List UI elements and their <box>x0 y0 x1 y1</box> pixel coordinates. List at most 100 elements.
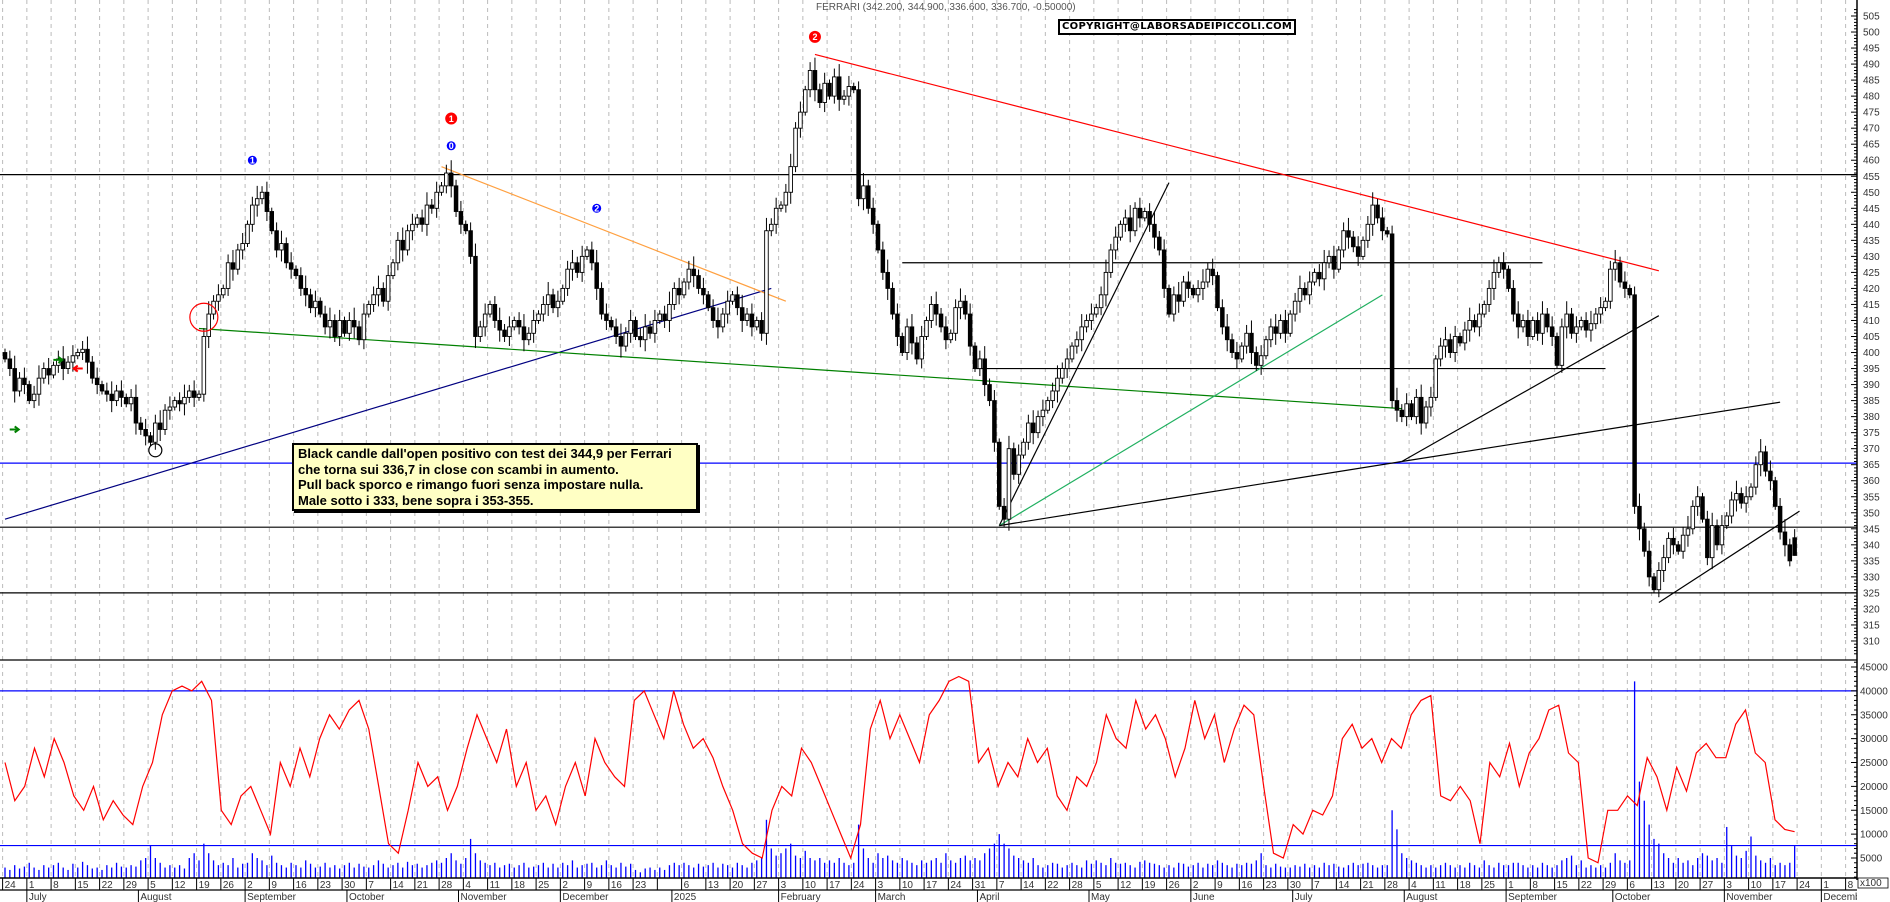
candle-body <box>410 223 415 232</box>
candle <box>856 81 861 207</box>
week-label: 20 <box>1678 880 1690 891</box>
candle <box>613 318 619 344</box>
candle-body <box>1069 345 1075 360</box>
candle <box>351 307 357 339</box>
candle-body <box>1297 287 1303 302</box>
candle-body <box>1632 294 1637 507</box>
candle <box>1651 573 1657 594</box>
candle-body <box>138 422 144 430</box>
candle-body <box>1564 313 1569 328</box>
volume-average-polyline <box>4 675 1795 864</box>
candle-body <box>1089 313 1094 321</box>
candle-body <box>570 262 575 270</box>
candle-body <box>1675 544 1681 552</box>
candle-body <box>633 320 638 337</box>
week-label: 24 <box>950 880 962 891</box>
candle-body <box>104 390 110 395</box>
candle-body <box>1680 534 1686 552</box>
candle <box>904 318 910 361</box>
highlight-circle-icon <box>189 302 219 332</box>
candle <box>376 275 381 307</box>
month-label: April <box>979 892 999 902</box>
candle-body <box>715 320 721 328</box>
month-label: 2025 <box>674 892 697 902</box>
candle-body <box>1414 396 1419 418</box>
week-label: 22 <box>102 880 114 891</box>
candle <box>919 325 924 369</box>
candle-body <box>594 262 599 289</box>
candle-body <box>739 307 745 321</box>
candle <box>953 299 958 341</box>
candle <box>70 345 76 372</box>
candle <box>851 82 857 94</box>
candle <box>419 209 425 232</box>
candle-body <box>579 255 585 273</box>
candle <box>148 432 153 446</box>
candle <box>1554 332 1560 369</box>
candle-body <box>187 390 192 398</box>
candle-body <box>1457 336 1463 344</box>
candle <box>1118 220 1123 241</box>
price-tick-label: 445 <box>1863 204 1880 215</box>
candle-body <box>337 320 342 337</box>
candle <box>836 64 842 111</box>
candle-body <box>1001 505 1007 520</box>
candle <box>313 290 318 318</box>
candle <box>642 314 648 352</box>
candle <box>759 312 764 341</box>
candle-body <box>676 287 682 296</box>
candle <box>453 179 459 217</box>
unit-badge <box>1857 877 1889 889</box>
candle <box>424 192 430 236</box>
volume-tick-label: 5000 <box>1860 854 1883 865</box>
candle-body <box>99 384 105 392</box>
candle <box>1098 286 1104 316</box>
candle <box>841 90 847 105</box>
x-axis: 24 1 8 15 22 29 5 12 19 26 2 9 16 23 30 7 14 21 28 4 11 18 25 2… <box>0 878 1870 902</box>
candle-body <box>1705 518 1710 559</box>
candle-body <box>128 396 134 405</box>
candle-body <box>385 275 391 302</box>
candle <box>1501 252 1506 279</box>
candle-body <box>1026 422 1031 443</box>
candle <box>545 282 551 316</box>
candle-body <box>1700 496 1705 520</box>
candle <box>1583 312 1589 338</box>
candle-body <box>1477 313 1482 328</box>
candle-body <box>162 409 168 430</box>
candle-body <box>696 275 701 289</box>
candle <box>60 346 66 381</box>
candle-body <box>366 304 372 315</box>
candle-body <box>609 320 614 328</box>
week-label: 21 <box>417 880 429 891</box>
candle-body <box>953 307 958 334</box>
candle-body <box>657 313 663 321</box>
candle <box>1729 491 1734 524</box>
month-label: October <box>349 892 385 902</box>
candle <box>254 185 260 217</box>
candle <box>1511 280 1516 322</box>
candle <box>225 254 231 296</box>
candle-body <box>526 332 532 341</box>
candle-body <box>1389 233 1395 402</box>
candle <box>1123 209 1128 232</box>
candle <box>1782 519 1788 557</box>
candle <box>366 300 372 318</box>
candle-body <box>1418 396 1424 424</box>
month-label: December <box>1823 892 1870 902</box>
candle <box>1215 271 1220 312</box>
candle-body <box>1515 313 1521 328</box>
candle-body <box>880 249 886 273</box>
candle-body <box>1753 464 1759 488</box>
candle <box>128 389 134 412</box>
candle <box>1768 460 1773 491</box>
week-label: 27 <box>1702 880 1714 891</box>
candle <box>1001 498 1007 527</box>
candle <box>992 390 997 452</box>
candle <box>279 230 284 262</box>
week-label: 26 <box>1169 880 1181 891</box>
candle-body <box>652 320 658 334</box>
candle <box>1355 236 1361 266</box>
candle <box>1064 348 1070 379</box>
candle <box>381 282 386 307</box>
